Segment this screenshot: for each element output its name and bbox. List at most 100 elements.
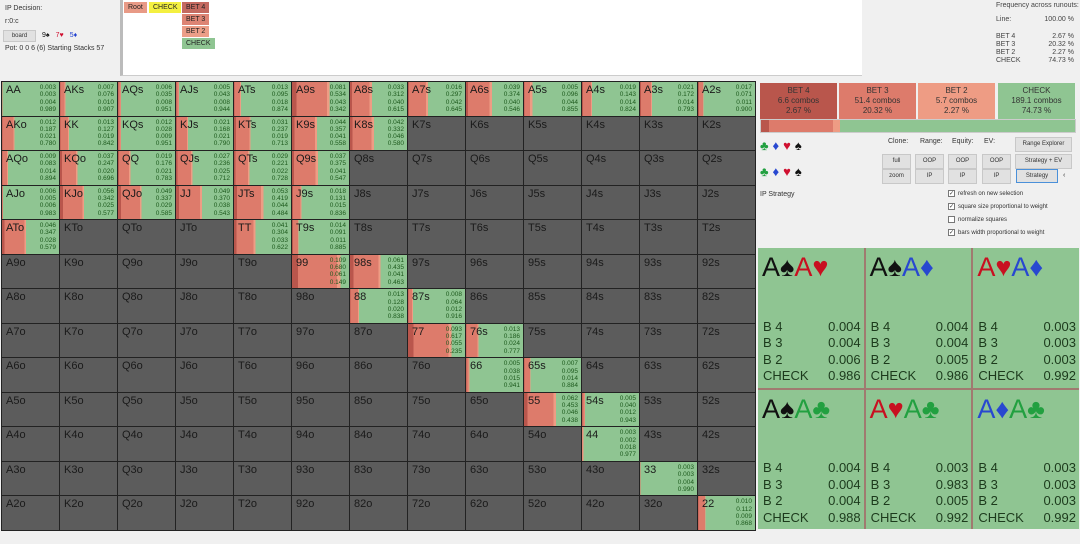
hand-cell-66[interactable]: 66 0.005 0.038 0.015 0.941	[466, 358, 523, 392]
hand-cell-JTo[interactable]: JTo	[176, 220, 233, 254]
hand-cell-Q4o[interactable]: Q4o	[118, 427, 175, 461]
hand-cell-A4s[interactable]: A4s 0.019 0.143 0.014 0.824	[582, 82, 639, 116]
hand-cell-J3s[interactable]: J3s	[640, 185, 697, 220]
combo-cell[interactable]: A♥A♣ B 4 0.003 B 3 0.983 B 2 0.005 CHECK 0.992	[865, 389, 972, 529]
hand-cell-AJs[interactable]: AJs 0.005 0.043 0.008 0.944	[176, 82, 233, 116]
hand-cell-ATo[interactable]: ATo 0.046 0.347 0.028 0.579	[2, 220, 59, 254]
hand-cell-92o[interactable]: 92o	[292, 496, 349, 530]
checkbox[interactable]: ✓	[948, 190, 955, 197]
hand-cell-64o[interactable]: 64o	[466, 427, 523, 461]
strategy-button[interactable]: Strategy	[1016, 169, 1058, 183]
spade-icon[interactable]: ♠	[794, 164, 802, 179]
hand-cell-95o[interactable]: 95o	[292, 392, 349, 427]
hand-cell-AKo[interactable]: AKo 0.012 0.187 0.021 0.780	[2, 116, 59, 151]
hand-cell-AQs[interactable]: AQs 0.006 0.035 0.008 0.951	[118, 82, 175, 116]
hand-cell-74s[interactable]: 74s	[582, 323, 639, 358]
hand-cell-T2s[interactable]: T2s	[698, 220, 755, 254]
hand-cell-96s[interactable]: 96s	[466, 254, 523, 289]
range-ip-button[interactable]: IP	[915, 169, 944, 184]
hand-cell-63o[interactable]: 63o	[466, 461, 523, 496]
hand-cell-A6s[interactable]: A6s 0.039 0.374 0.040 0.546	[466, 82, 523, 116]
hand-cell-85s[interactable]: 85s	[524, 289, 581, 323]
hand-cell-Q5o[interactable]: Q5o	[118, 392, 175, 427]
hand-cell-64s[interactable]: 64s	[582, 358, 639, 392]
hand-cell-J2s[interactable]: J2s	[698, 185, 755, 220]
hand-cell-J4o[interactable]: J4o	[176, 427, 233, 461]
hand-cell-KK[interactable]: KK 0.013 0.127 0.019 0.842	[60, 116, 117, 151]
hand-cell-KQo[interactable]: KQo 0.037 0.247 0.020 0.696	[60, 151, 117, 185]
tree-node-bet3[interactable]: BET 3	[181, 13, 211, 26]
hand-cell-T9s[interactable]: T9s 0.014 0.091 0.011 0.885	[292, 220, 349, 254]
checkbox[interactable]: ✓	[948, 203, 955, 210]
hand-cell-84o[interactable]: 84o	[350, 427, 407, 461]
hand-cell-T2o[interactable]: T2o	[234, 496, 291, 530]
hand-cell-22[interactable]: 22 0.010 0.112 0.009 0.868	[698, 496, 755, 530]
hand-cell-J5s[interactable]: J5s	[524, 185, 581, 220]
hand-cell-A3o[interactable]: A3o	[2, 461, 59, 496]
combo-cell[interactable]: A♠A♦ B 4 0.004 B 3 0.004 B 2 0.005 CHECK 0.986	[865, 248, 972, 388]
action-box-3[interactable]: CHECK 189.1 combos 74.73 %	[998, 83, 1075, 119]
hand-cell-J6o[interactable]: J6o	[176, 358, 233, 392]
hand-cell-T7s[interactable]: T7s	[408, 220, 465, 254]
hand-cell-94s[interactable]: 94s	[582, 254, 639, 289]
hand-cell-75o[interactable]: 75o	[408, 392, 465, 427]
hand-cell-K6s[interactable]: K6s	[466, 116, 523, 151]
hand-cell-T5s[interactable]: T5s	[524, 220, 581, 254]
hand-cell-K3o[interactable]: K3o	[60, 461, 117, 496]
hand-cell-55[interactable]: 55 0.062 0.453 0.046 0.438	[524, 392, 581, 427]
hand-cell-K5o[interactable]: K5o	[60, 392, 117, 427]
hand-cell-A7o[interactable]: A7o	[2, 323, 59, 358]
equity-oop-button[interactable]: OOP	[948, 154, 977, 169]
hand-cell-T8s[interactable]: T8s	[350, 220, 407, 254]
combo-cell[interactable]: A♠A♣ B 4 0.004 B 3 0.004 B 2 0.004 CHECK 0.988	[758, 389, 864, 529]
diamond-icon[interactable]: ♦	[772, 164, 780, 179]
hand-cell-77[interactable]: 77 0.093 0.617 0.055 0.235	[408, 323, 465, 358]
hand-cell-76s[interactable]: 76s 0.013 0.186 0.024 0.777	[466, 323, 523, 358]
hand-cell-87s[interactable]: 87s 0.008 0.064 0.012 0.916	[408, 289, 465, 323]
hand-cell-QTo[interactable]: QTo	[118, 220, 175, 254]
hand-cell-63s[interactable]: 63s	[640, 358, 697, 392]
hand-cell-K7s[interactable]: K7s	[408, 116, 465, 151]
hand-cell-54o[interactable]: 54o	[524, 427, 581, 461]
hand-cell-KTo[interactable]: KTo	[60, 220, 117, 254]
hand-cell-A4o[interactable]: A4o	[2, 427, 59, 461]
diamond-icon[interactable]: ♦	[772, 138, 780, 153]
hand-cell-52o[interactable]: 52o	[524, 496, 581, 530]
hand-cell-AQo[interactable]: AQo 0.009 0.083 0.014 0.894	[2, 151, 59, 185]
hand-cell-K7o[interactable]: K7o	[60, 323, 117, 358]
hand-cell-T4s[interactable]: T4s	[582, 220, 639, 254]
hand-cell-A3s[interactable]: A3s 0.021 0.172 0.014 0.793	[640, 82, 697, 116]
hand-cell-82s[interactable]: 82s	[698, 289, 755, 323]
hand-cell-75s[interactable]: 75s	[524, 323, 581, 358]
hand-cell-Q6o[interactable]: Q6o	[118, 358, 175, 392]
combo-cell[interactable]: A♠A♥ B 4 0.004 B 3 0.004 B 2 0.006 CHECK 0.986	[758, 248, 864, 388]
hand-cell-KJo[interactable]: KJo 0.056 0.342 0.025 0.577	[60, 185, 117, 220]
hand-cell-33[interactable]: 33 0.003 0.003 0.004 0.990	[640, 461, 697, 496]
hand-cell-K8s[interactable]: K8s 0.042 0.332 0.046 0.580	[350, 116, 407, 151]
strategy-ev-button[interactable]: Strategy + EV	[1015, 154, 1072, 169]
hand-cell-52s[interactable]: 52s	[698, 392, 755, 427]
hand-cell-53s[interactable]: 53s	[640, 392, 697, 427]
hand-cell-95s[interactable]: 95s	[524, 254, 581, 289]
hand-cell-65s[interactable]: 65s 0.007 0.095 0.014 0.884	[524, 358, 581, 392]
hand-cell-A5o[interactable]: A5o	[2, 392, 59, 427]
hand-cell-94o[interactable]: 94o	[292, 427, 349, 461]
hand-cell-A8o[interactable]: A8o	[2, 289, 59, 323]
heart-icon[interactable]: ♥	[783, 164, 791, 179]
hand-cell-K2s[interactable]: K2s	[698, 116, 755, 151]
hand-cell-43o[interactable]: 43o	[582, 461, 639, 496]
action-box-2[interactable]: BET 2 5.7 combos 2.27 %	[918, 83, 995, 119]
hand-cell-73s[interactable]: 73s	[640, 323, 697, 358]
hand-cell-85o[interactable]: 85o	[350, 392, 407, 427]
hand-cell-K9o[interactable]: K9o	[60, 254, 117, 289]
hand-cell-62o[interactable]: 62o	[466, 496, 523, 530]
hand-cell-83o[interactable]: 83o	[350, 461, 407, 496]
hand-cell-98s[interactable]: 98s 0.061 0.435 0.041 0.463	[350, 254, 407, 289]
hand-cell-J8s[interactable]: J8s	[350, 185, 407, 220]
hand-cell-KQs[interactable]: KQs 0.012 0.028 0.009 0.951	[118, 116, 175, 151]
hand-cell-KJs[interactable]: KJs 0.021 0.168 0.021 0.790	[176, 116, 233, 151]
heart-icon[interactable]: ♥	[783, 138, 791, 153]
hand-cell-JTs[interactable]: JTs 0.053 0.419 0.044 0.484	[234, 185, 291, 220]
hand-cell-T7o[interactable]: T7o	[234, 323, 291, 358]
range-explorer-button[interactable]: Range Explorer	[1015, 137, 1072, 152]
